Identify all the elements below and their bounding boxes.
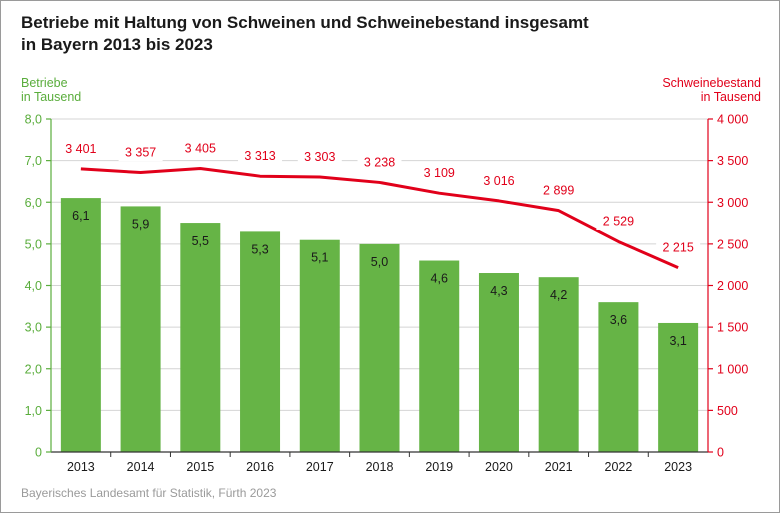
x-tick-label-2023: 2023 xyxy=(664,460,692,474)
bar-2015 xyxy=(180,223,221,452)
left-axis-title-line-1: Betriebe xyxy=(21,76,68,90)
bar-2020 xyxy=(478,273,519,452)
right-axis-title-line-1: Schweinebestand xyxy=(662,76,761,90)
left-tick-label-1: 1,0 xyxy=(25,404,42,418)
right-tick-label-3: 1 500 xyxy=(717,321,748,335)
left-axis-title: Betriebe in Tausend xyxy=(21,76,81,104)
line-label-bg-2020 xyxy=(476,172,521,190)
chart-title-line-1: Betriebe mit Haltung von Schweinen und S… xyxy=(21,13,589,32)
right-axis-title-line-2: in Tausend xyxy=(700,90,761,104)
bar-label-2013: 6,1 xyxy=(72,209,89,223)
line-label-2020: 3 016 xyxy=(483,174,514,188)
left-tick-label-7: 7,0 xyxy=(25,154,42,168)
right-axis-title: Schweinebestand in Tausend xyxy=(662,76,761,104)
bar-2018 xyxy=(359,243,400,452)
bar-label-2023: 3,1 xyxy=(669,334,686,348)
left-tick-label-3: 3,0 xyxy=(25,321,42,335)
x-tick-label-2013: 2013 xyxy=(67,460,95,474)
line-label-2022: 2 529 xyxy=(603,214,634,228)
line-label-bg-2022 xyxy=(596,212,641,230)
x-tick-label-2020: 2020 xyxy=(485,460,513,474)
x-tick-label-2018: 2018 xyxy=(366,460,394,474)
bar-2017 xyxy=(299,239,340,452)
line-label-2013: 3 401 xyxy=(65,142,96,156)
bar-2019 xyxy=(419,260,460,452)
line-label-2017: 3 303 xyxy=(304,150,335,164)
left-tick-label-4: 4,0 xyxy=(25,279,42,293)
x-tick-label-2015: 2015 xyxy=(186,460,214,474)
line-schweinebestand xyxy=(80,167,679,269)
line-label-2019: 3 109 xyxy=(424,166,455,180)
chart-title: Betriebe mit Haltung von Schweinen und S… xyxy=(21,12,761,56)
right-tick-label-6: 3 000 xyxy=(717,196,748,210)
line-label-2016: 3 313 xyxy=(244,149,275,163)
bar-label-2017: 5,1 xyxy=(311,251,328,265)
x-tick-label-2017: 2017 xyxy=(306,460,334,474)
x-tick-label-2014: 2014 xyxy=(127,460,155,474)
bar-label-2018: 5,0 xyxy=(371,255,388,269)
line-label-bg-2018 xyxy=(357,153,402,171)
right-tick-label-1: 500 xyxy=(717,404,738,418)
line-label-bg-2014 xyxy=(118,144,163,162)
right-tick-label-2: 1 000 xyxy=(717,362,748,376)
x-tick-label-2016: 2016 xyxy=(246,460,274,474)
bar-2022 xyxy=(598,302,639,452)
line-label-bg-2017 xyxy=(297,148,342,166)
right-tick-label-8: 4 000 xyxy=(717,113,748,127)
bar-label-2015: 5,5 xyxy=(192,234,209,248)
bar-label-2020: 4,3 xyxy=(490,284,507,298)
left-tick-label-6: 6,0 xyxy=(25,196,42,210)
right-tick-label-5: 2 500 xyxy=(717,237,748,251)
x-tick-label-2022: 2022 xyxy=(605,460,633,474)
bar-2013 xyxy=(60,198,101,452)
chart-title-line-2: in Bayern 2013 bis 2023 xyxy=(21,35,213,54)
right-tick-label-4: 2 000 xyxy=(717,279,748,293)
bar-2014 xyxy=(120,206,161,452)
left-tick-label-0: 0 xyxy=(35,446,42,460)
bar-label-2016: 5,3 xyxy=(251,242,268,256)
left-tick-label-8: 8,0 xyxy=(25,113,42,127)
line-label-bg-2016 xyxy=(238,147,283,165)
line-label-bg-2013 xyxy=(58,140,103,158)
bar-2016 xyxy=(240,231,281,452)
line-label-2014: 3 357 xyxy=(125,146,156,160)
x-tick-label-2019: 2019 xyxy=(425,460,453,474)
x-tick-label-2021: 2021 xyxy=(545,460,573,474)
bar-label-2019: 4,6 xyxy=(431,272,448,286)
bar-2021 xyxy=(538,277,579,452)
left-axis-title-line-2: in Tausend xyxy=(21,90,82,104)
line-label-2023: 2 215 xyxy=(662,241,693,255)
line-label-2015: 3 405 xyxy=(185,142,216,156)
bar-label-2021: 4,2 xyxy=(550,288,567,302)
left-tick-label-5: 5,0 xyxy=(25,237,42,251)
line-label-bg-2015 xyxy=(178,140,223,158)
right-tick-label-0: 0 xyxy=(717,446,724,460)
bar-label-2014: 5,9 xyxy=(132,217,149,231)
bar-2023 xyxy=(658,322,699,452)
line-label-2018: 3 238 xyxy=(364,155,395,169)
right-tick-label-7: 3 500 xyxy=(717,154,748,168)
source-note: Bayerisches Landesamt für Statistik, Für… xyxy=(21,486,277,500)
line-label-bg-2021 xyxy=(536,182,581,200)
line-label-2021: 2 899 xyxy=(543,184,574,198)
left-tick-label-2: 2,0 xyxy=(25,362,42,376)
bar-label-2022: 3,6 xyxy=(610,313,627,327)
line-label-bg-2023 xyxy=(656,239,701,257)
line-label-bg-2019 xyxy=(417,164,462,182)
